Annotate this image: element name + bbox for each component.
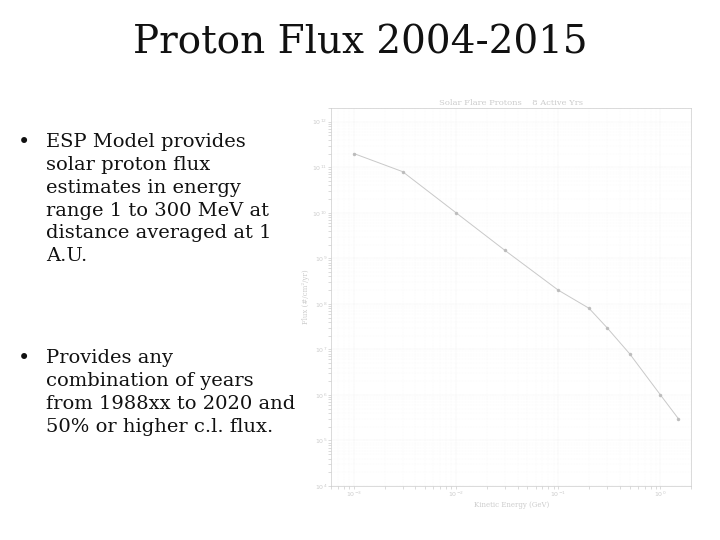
Text: •: • <box>17 133 30 152</box>
Text: Proton Flux 2004-2015: Proton Flux 2004-2015 <box>132 24 588 62</box>
X-axis label: Kinetic Energy (GeV): Kinetic Energy (GeV) <box>474 501 549 509</box>
Text: Provides any
combination of years
from 1988xx to 2020 and
50% or higher c.l. flu: Provides any combination of years from 1… <box>46 349 295 436</box>
Text: •: • <box>17 349 30 368</box>
Y-axis label: Flux (#/cm²/yr): Flux (#/cm²/yr) <box>302 269 310 325</box>
Title: Solar Flare Protons    8 Active Yrs: Solar Flare Protons 8 Active Yrs <box>439 99 583 107</box>
Text: ESP Model provides
solar proton flux
estimates in energy
range 1 to 300 MeV at
d: ESP Model provides solar proton flux est… <box>46 133 271 265</box>
